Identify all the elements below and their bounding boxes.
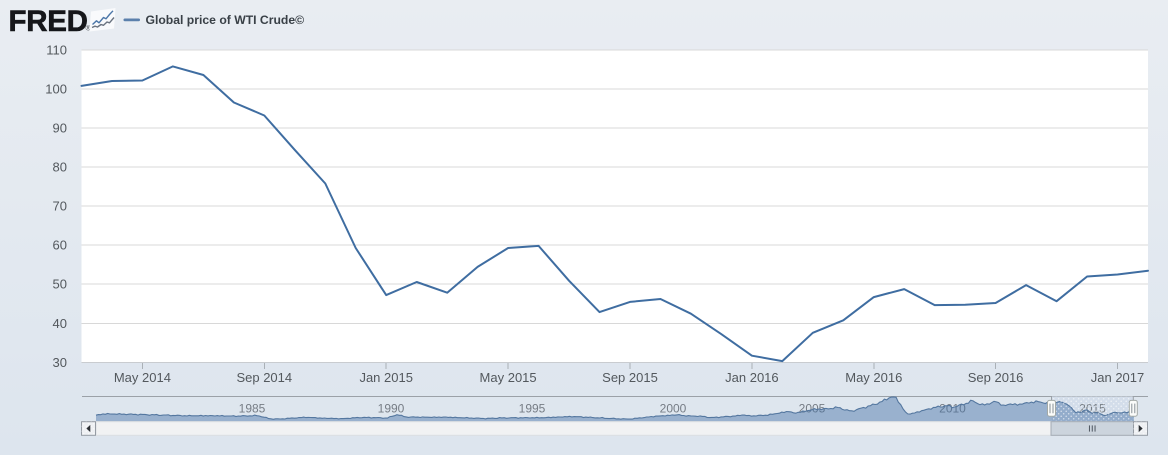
svg-text:2005: 2005 bbox=[799, 402, 826, 416]
svg-text:1995: 1995 bbox=[519, 402, 546, 416]
svg-text:Global price of WTI Crude©: Global price of WTI Crude© bbox=[146, 13, 305, 27]
svg-text:Jan 2015: Jan 2015 bbox=[359, 370, 413, 385]
svg-text:30: 30 bbox=[53, 355, 67, 370]
svg-text:May 2014: May 2014 bbox=[114, 370, 171, 385]
svg-text:Sep 2016: Sep 2016 bbox=[968, 370, 1024, 385]
svg-text:110: 110 bbox=[46, 43, 67, 58]
svg-text:50: 50 bbox=[53, 277, 67, 292]
svg-text:Jan 2016: Jan 2016 bbox=[725, 370, 779, 385]
svg-text:FRED: FRED bbox=[9, 5, 88, 38]
svg-text:1990: 1990 bbox=[378, 402, 405, 416]
svg-text:®: ® bbox=[86, 25, 92, 33]
svg-text:May 2015: May 2015 bbox=[480, 370, 537, 385]
svg-text:1985: 1985 bbox=[239, 402, 266, 416]
svg-text:May 2016: May 2016 bbox=[845, 370, 902, 385]
svg-text:90: 90 bbox=[53, 121, 67, 136]
svg-text:80: 80 bbox=[53, 160, 67, 175]
svg-text:Jan 2017: Jan 2017 bbox=[1091, 370, 1145, 385]
svg-text:100: 100 bbox=[45, 82, 67, 97]
svg-text:70: 70 bbox=[53, 199, 67, 214]
svg-text:40: 40 bbox=[53, 316, 67, 331]
svg-text:Sep 2014: Sep 2014 bbox=[236, 370, 292, 385]
svg-text:Sep 2015: Sep 2015 bbox=[602, 370, 658, 385]
svg-text:60: 60 bbox=[53, 238, 67, 253]
svg-text:2000: 2000 bbox=[660, 402, 687, 416]
